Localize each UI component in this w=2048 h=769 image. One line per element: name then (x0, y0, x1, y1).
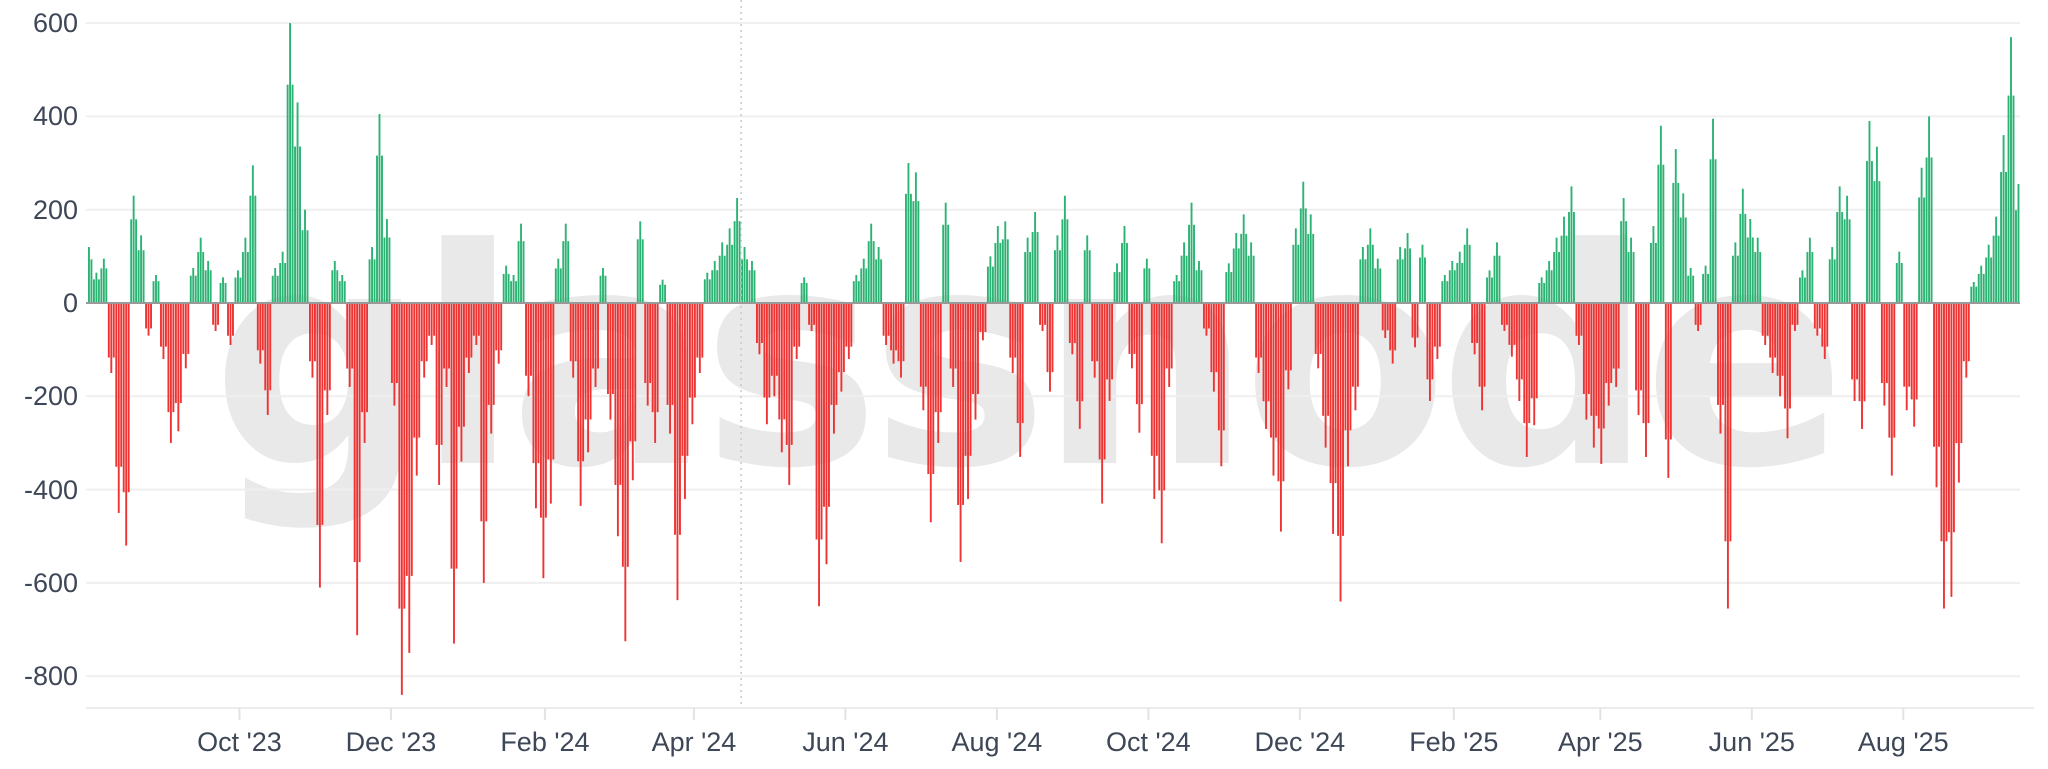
x-axis-label: Feb '24 (500, 727, 590, 757)
x-axis-label: Oct '23 (197, 727, 282, 757)
x-axis-label: Jun '24 (802, 727, 889, 757)
y-axis-label: -200 (23, 381, 78, 412)
grid-layer (86, 22, 2020, 678)
y-axis-label: 0 (62, 288, 78, 318)
y-axis-label: -600 (23, 567, 78, 598)
x-axis-label: Dec '24 (1254, 727, 1346, 757)
x-axis-label: Aug '24 (951, 727, 1043, 757)
y-axis-label: -400 (23, 474, 78, 505)
bars-layer (88, 23, 2020, 695)
x-axis-label: Apr '25 (1557, 727, 1643, 757)
x-axis-label: Jun '25 (1708, 727, 1795, 757)
y-axis-label: 600 (32, 8, 78, 39)
x-axis-label: Dec '23 (345, 727, 437, 757)
x-axis-label: Feb '25 (1409, 727, 1499, 757)
x-axis-label: Apr '24 (651, 727, 737, 757)
y-axis-label: 200 (32, 194, 78, 225)
x-axis-label: Oct '24 (1106, 727, 1191, 757)
y-axis-label: -800 (23, 661, 78, 692)
x-axis-label: Aug '25 (1857, 727, 1949, 757)
y-axis-label: 400 (32, 101, 78, 132)
